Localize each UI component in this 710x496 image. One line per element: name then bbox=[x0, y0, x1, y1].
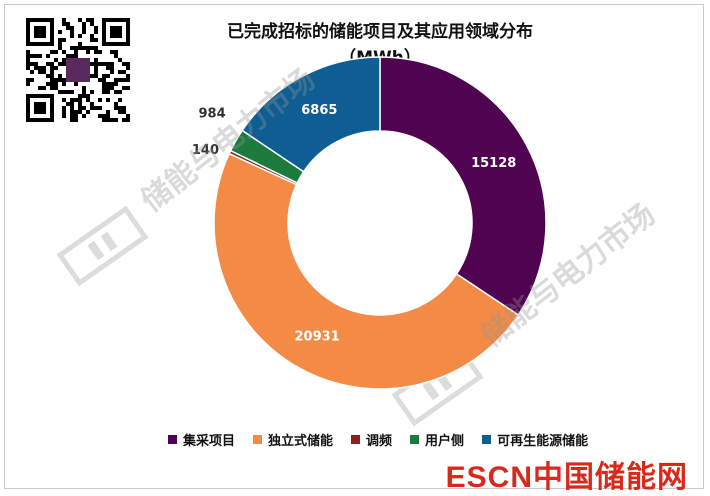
watermark-logo-icon bbox=[56, 205, 484, 427]
chart-title: 已完成招标的储能项目及其应用领域分布 bbox=[227, 22, 533, 42]
legend-item-5: 可再生能源储能 bbox=[482, 430, 588, 449]
legend-swatch bbox=[351, 435, 361, 444]
donut-slice-2 bbox=[213, 152, 520, 390]
data-label-5: 6865 bbox=[301, 103, 337, 118]
legend-label: 用户侧 bbox=[425, 434, 465, 449]
brand-part-cn: 中国储能网 bbox=[533, 461, 688, 494]
legend-item-1: 集采项目 bbox=[168, 430, 235, 449]
data-label-4: 984 bbox=[199, 106, 226, 121]
legend-swatch bbox=[410, 435, 420, 444]
data-label-2: 20931 bbox=[295, 330, 340, 345]
chart-frame bbox=[4, 4, 704, 489]
brand-logo: ESCN中国储能网 bbox=[446, 452, 688, 496]
donut-slice-1 bbox=[379, 56, 547, 316]
data-label-3: 140 bbox=[192, 143, 219, 158]
legend-swatch bbox=[482, 435, 492, 444]
brand-part-escn: ESCN bbox=[445, 461, 533, 494]
legend-item-4: 用户侧 bbox=[410, 430, 464, 449]
data-label-1: 15128 bbox=[471, 156, 516, 171]
legend-label: 集采项目 bbox=[183, 434, 236, 449]
qr-code-icon bbox=[26, 18, 130, 122]
donut-slice-5 bbox=[241, 56, 381, 173]
legend-label: 独立式储能 bbox=[268, 434, 334, 449]
legend-label: 可再生能源储能 bbox=[497, 434, 589, 449]
legend-item-3: 调频 bbox=[351, 430, 392, 449]
legend: 集采项目 独立式储能 调频 用户侧 可再生能源储能 bbox=[168, 430, 588, 449]
legend-swatch bbox=[168, 435, 177, 444]
legend-swatch bbox=[253, 435, 263, 444]
legend-item-2: 独立式储能 bbox=[253, 430, 333, 449]
legend-label: 调频 bbox=[366, 434, 393, 449]
